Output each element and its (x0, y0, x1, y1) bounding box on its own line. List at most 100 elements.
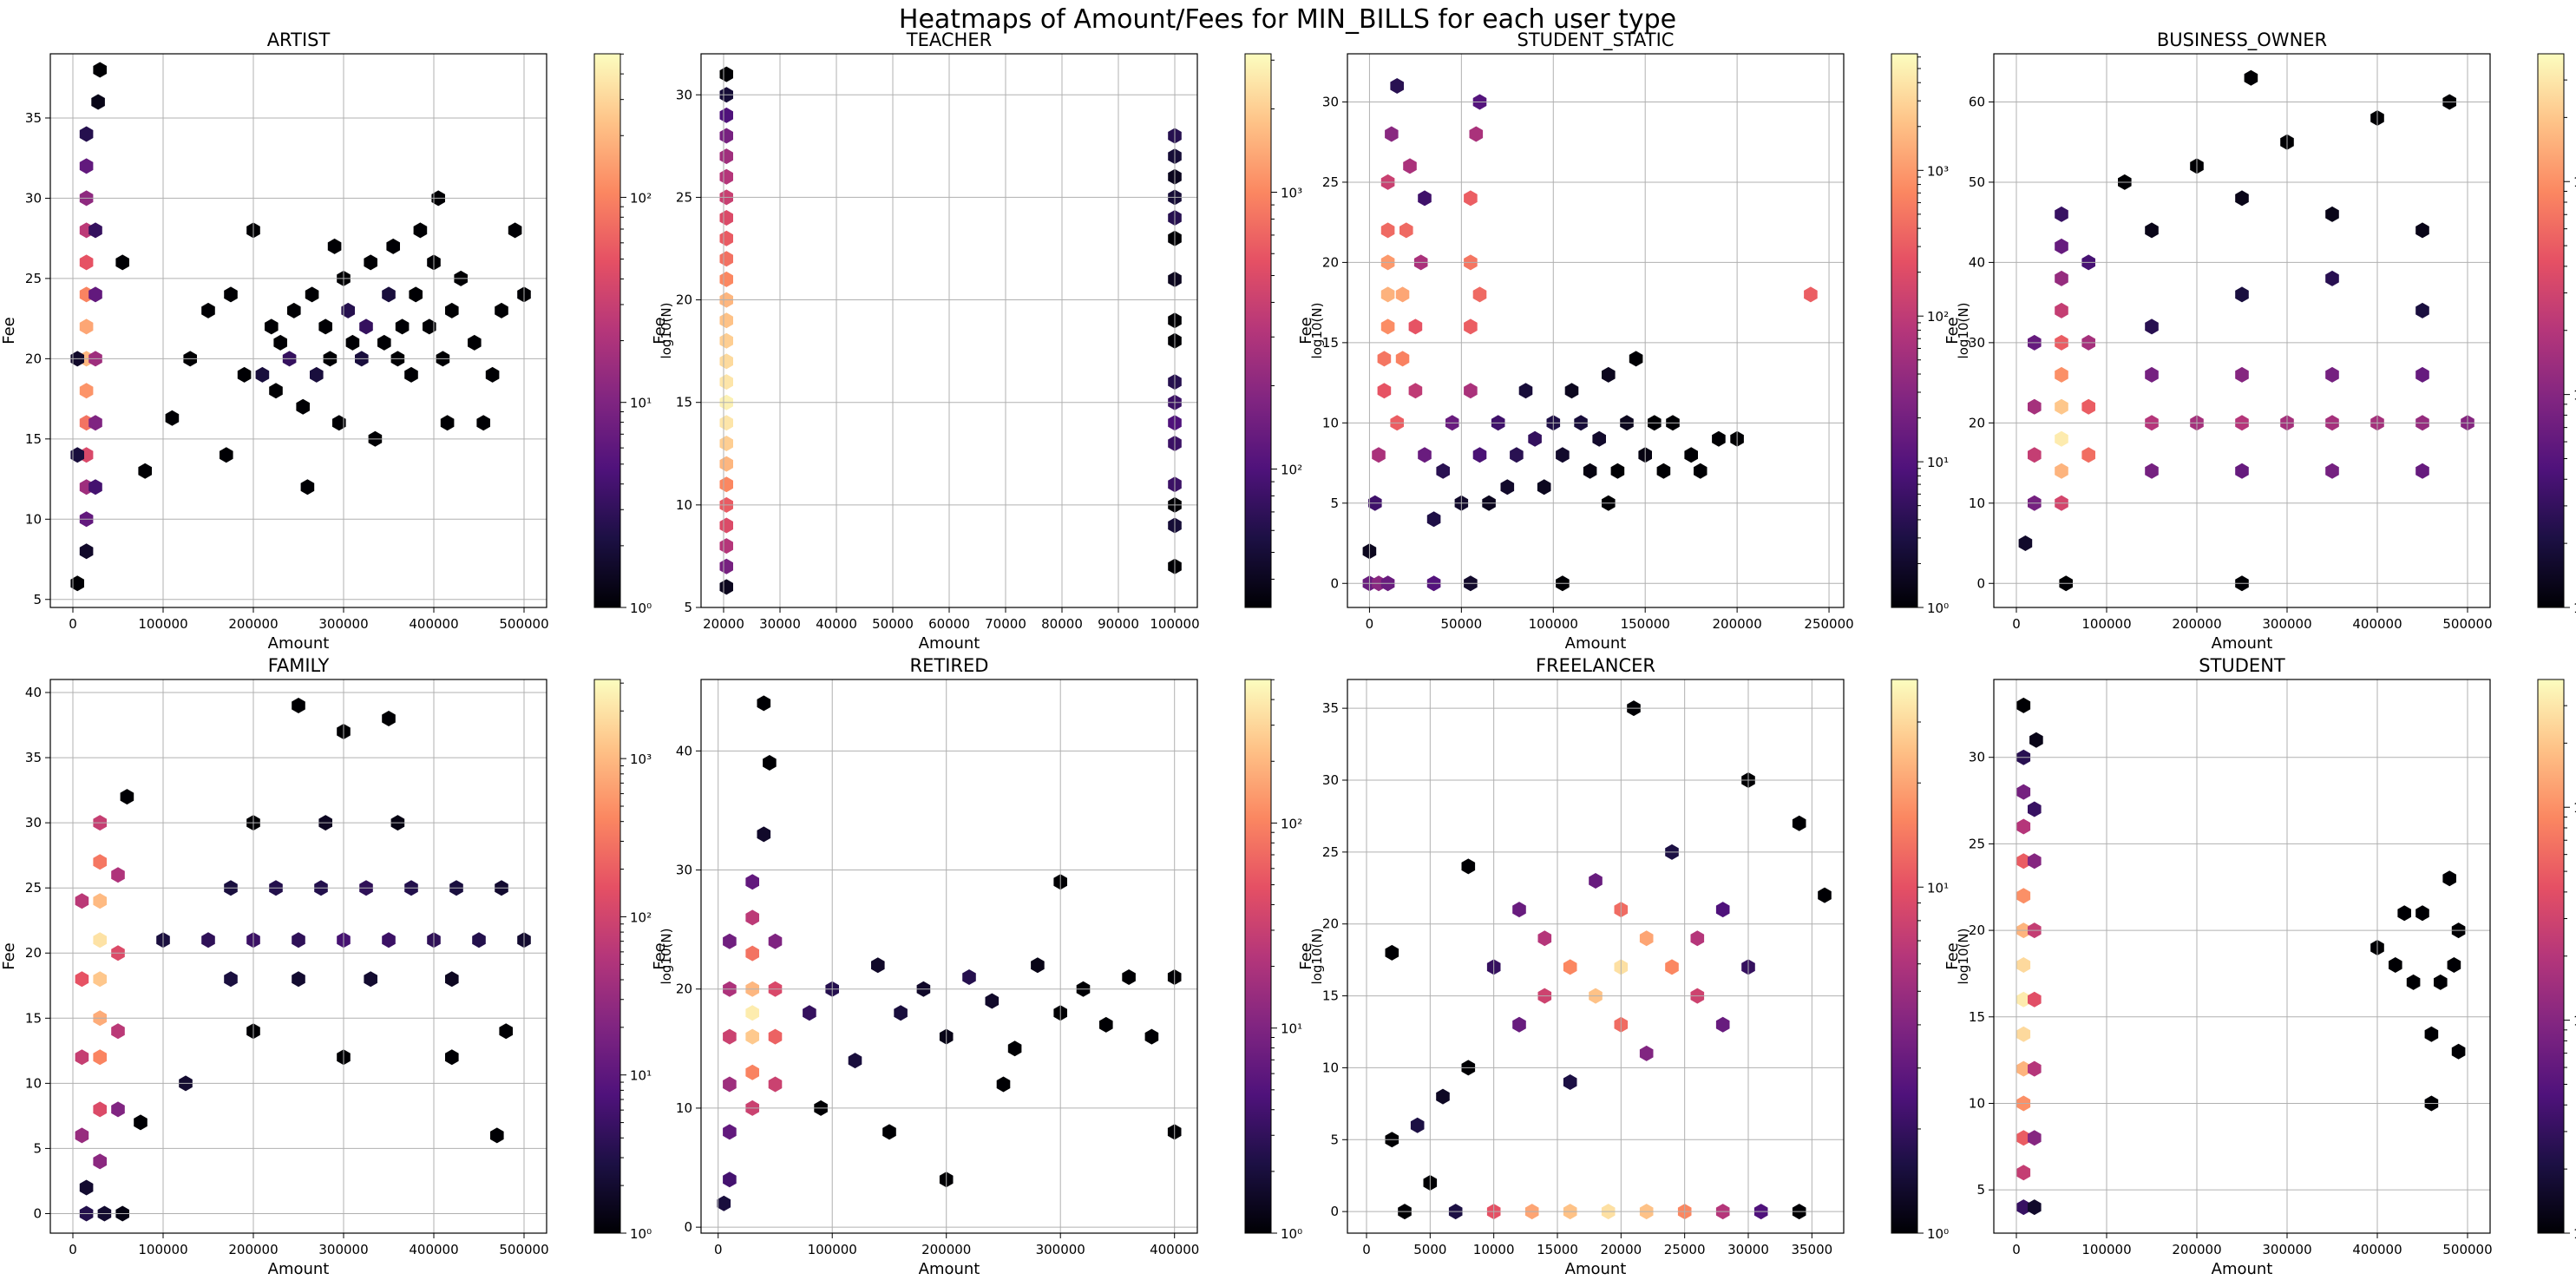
x-tick-label: 150000 (1621, 616, 1670, 632)
colorbar-tick-label: 10⁰ (1281, 1226, 1302, 1242)
x-tick-label: 90000 (1098, 616, 1139, 632)
panel-title: TEACHER (906, 30, 992, 50)
hexbin-cell (1472, 447, 1487, 463)
panel-title: STUDENT (2199, 655, 2285, 676)
hexbin-cell (2244, 69, 2258, 86)
hexbin-cell (382, 932, 396, 949)
colorbar-tick-label: 10⁰ (2573, 601, 2576, 616)
hexbin-cell (476, 415, 490, 431)
x-tick-label: 0 (1366, 616, 1374, 632)
hexbin-cell (93, 854, 107, 870)
hexbin-cell (2406, 974, 2421, 990)
y-tick-label: 20 (25, 351, 42, 366)
y-tick-label: 5 (684, 600, 692, 615)
hexbin-cell (2451, 1043, 2466, 1060)
y-axis-label: Fee (1297, 942, 1315, 970)
plot-area (1994, 54, 2490, 607)
hexbin-cell (2016, 1165, 2031, 1181)
y-tick-label: 20 (1969, 922, 1985, 938)
figure-title: Heatmaps of Amount/Fees for MIN_BILLS fo… (899, 4, 1676, 35)
hexbin-cell (273, 334, 287, 351)
panel-title: RETIRED (910, 655, 989, 676)
x-axis-label: Amount (1565, 634, 1627, 653)
x-tick-label: 30000 (1727, 1242, 1769, 1257)
hexbin-cell (1144, 1028, 1159, 1045)
hexbin-cell (723, 933, 737, 949)
x-tick-label: 50000 (872, 616, 914, 632)
y-tick-label: 10 (676, 1100, 692, 1116)
x-tick-label: 0 (2012, 1242, 2021, 1257)
hexbin-cell (111, 867, 125, 883)
hexbin-cell (2016, 784, 2031, 800)
y-tick-label: 50 (1969, 174, 1985, 190)
hexbin-cell (2016, 1199, 2031, 1216)
hexbin-cell (341, 302, 355, 318)
hexbin-cell (719, 107, 733, 123)
hexbin-cell (445, 1049, 459, 1066)
y-tick-label: 0 (33, 1205, 42, 1221)
colorbar-tick-label: 10³ (630, 752, 652, 767)
hexbin-cell (2055, 398, 2068, 415)
hexbin-cell (224, 971, 238, 988)
hexbin-cell (719, 148, 733, 165)
x-axis-label: Amount (919, 1260, 980, 1278)
plot-area (50, 54, 547, 607)
y-axis-label: Fee (1943, 942, 1962, 970)
y-tick-label: 25 (1969, 836, 1985, 851)
y-tick-label: 25 (25, 271, 42, 286)
x-tick-label: 80000 (1041, 616, 1083, 632)
hexbin-cell (719, 66, 733, 82)
hexbin-cell (2325, 366, 2339, 383)
x-tick-label: 100000 (808, 1242, 857, 1257)
hexbin-cell (93, 1049, 107, 1066)
hexbin-cell (757, 695, 771, 712)
y-tick-label: 0 (684, 1219, 692, 1235)
y-tick-label: 15 (1322, 988, 1339, 1004)
hexbin-cell (1639, 930, 1654, 947)
y-tick-label: 10 (1969, 1095, 1985, 1111)
colorbar-tick-label: 10⁰ (1927, 1226, 1949, 1242)
hexbin-cell (111, 1023, 125, 1040)
hexbin-cell (719, 374, 733, 391)
y-tick-label: 20 (25, 945, 42, 961)
x-axis-label: Amount (2212, 634, 2273, 653)
hexbin-cell (1385, 944, 1399, 961)
y-tick-label: 5 (1330, 1132, 1339, 1147)
hexbin-cell (93, 1101, 107, 1118)
colorbar (1891, 679, 1918, 1234)
hexbin-cell (1377, 383, 1392, 399)
hexbin-cell (2028, 1199, 2042, 1216)
hexbin-cell (2415, 905, 2429, 922)
grid-lines (1347, 679, 1844, 1233)
hexbin-cell (79, 158, 94, 174)
y-tick-label: 25 (1322, 844, 1339, 860)
hexbin-cell (75, 971, 89, 988)
y-tick-label: 30 (25, 815, 42, 830)
hexbin-cell (2016, 991, 2031, 1008)
x-tick-label: 40000 (816, 616, 857, 632)
hexbin-cell (75, 1127, 89, 1144)
hexbin-cell (1408, 383, 1423, 399)
panel-student-static: 0 50000 100000 150000 200000 250000 0 5 10 15 20 25… (1297, 30, 1971, 653)
hexbin-cell (2415, 366, 2429, 383)
y-tick-label: 20 (676, 292, 692, 308)
hexbin-cell (2016, 697, 2031, 713)
hexbin-cell (962, 969, 976, 985)
panel-freelancer: 0 5000 10000 15000 20000 25000 30000 35000 0 5 10 1… (1297, 655, 1971, 1278)
hexbin-cell (1395, 286, 1410, 303)
x-tick-label: 100000 (2081, 1242, 2131, 1257)
hexbin-cell (719, 558, 733, 574)
hexbin-cell (996, 1076, 1011, 1093)
y-axis-label: Fee (0, 942, 18, 970)
y-axis-label: Fee (1943, 317, 1962, 345)
x-tick-label: 50000 (1440, 616, 1482, 632)
hexbin-cell (719, 456, 733, 472)
hexbin-cell (318, 318, 332, 335)
colorbar (1244, 53, 1272, 608)
y-tick-label: 30 (1322, 94, 1339, 109)
hexbin-cell (2145, 366, 2159, 383)
panel-title: FAMILY (268, 655, 330, 676)
hexbin-cell (745, 874, 759, 890)
hexbin-cell (2325, 270, 2339, 286)
x-tick-label: 0 (69, 616, 77, 632)
